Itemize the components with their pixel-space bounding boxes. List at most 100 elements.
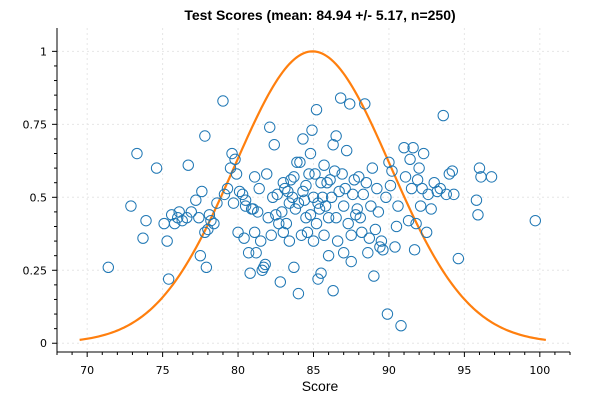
data-point	[485, 171, 498, 183]
data-point	[377, 244, 389, 256]
data-point	[342, 217, 354, 230]
data-point	[250, 247, 262, 259]
data-point	[327, 285, 339, 297]
data-point	[452, 252, 465, 265]
data-point	[303, 168, 315, 180]
data-point	[304, 147, 317, 160]
data-point	[279, 182, 291, 195]
data-point	[218, 188, 231, 201]
x-tick-label: 100	[529, 364, 550, 377]
data-point	[265, 229, 277, 241]
data-point	[297, 185, 309, 198]
data-point	[280, 217, 293, 230]
data-point	[300, 179, 312, 192]
data-point	[351, 203, 363, 215]
data-point	[340, 144, 353, 157]
data-point	[428, 177, 440, 189]
data-point	[194, 249, 207, 262]
data-point	[318, 159, 330, 171]
data-point	[420, 226, 433, 239]
data-point	[322, 249, 335, 262]
data-point	[399, 171, 412, 183]
data-point	[374, 241, 386, 253]
data-point	[312, 197, 324, 209]
data-point	[369, 223, 382, 236]
data-point	[244, 267, 256, 279]
data-point	[309, 168, 321, 180]
data-point	[330, 130, 342, 142]
data-point	[274, 276, 287, 288]
data-point	[381, 308, 394, 320]
fit-curve-layer	[79, 50, 547, 341]
data-point	[407, 141, 419, 154]
data-point	[102, 261, 115, 274]
data-point	[208, 217, 220, 230]
data-point	[470, 194, 483, 206]
data-point	[321, 177, 333, 189]
data-point	[395, 320, 407, 332]
data-point	[239, 194, 252, 206]
data-point	[205, 214, 217, 227]
data-point	[310, 104, 323, 116]
data-point	[353, 171, 365, 183]
data-point	[386, 165, 398, 177]
data-point	[238, 232, 250, 244]
data-point	[319, 200, 332, 212]
chart-title: Test Scores (mean: 84.94 +/- 5.17, n=250…	[184, 7, 455, 23]
data-point	[440, 188, 452, 201]
data-point	[325, 191, 338, 203]
y-tick-label: 0.75	[23, 118, 48, 131]
data-point	[182, 159, 194, 171]
data-point	[190, 194, 202, 206]
data-point	[313, 203, 326, 215]
data-point	[327, 139, 339, 151]
data-point	[264, 121, 276, 133]
data-point	[239, 200, 252, 212]
data-point	[286, 191, 299, 203]
data-point	[288, 171, 300, 183]
data-point	[316, 191, 329, 203]
data-point	[181, 212, 193, 224]
data-point	[389, 241, 401, 253]
data-point	[283, 197, 296, 209]
data-point	[312, 273, 324, 285]
data-point	[173, 206, 185, 218]
data-point	[248, 226, 261, 239]
data-point	[408, 244, 421, 256]
data-point	[417, 147, 430, 160]
data-point	[292, 287, 305, 300]
data-point	[307, 235, 320, 247]
data-point	[331, 235, 344, 247]
data-point	[365, 200, 377, 212]
data-point	[380, 191, 392, 203]
x-tick-label: 70	[80, 364, 94, 377]
data-point	[185, 206, 197, 218]
data-point	[448, 188, 460, 201]
x-tick-label: 75	[156, 364, 170, 377]
data-point	[472, 209, 484, 221]
data-point	[199, 130, 211, 142]
data-point	[337, 247, 350, 259]
data-point	[336, 168, 348, 180]
data-point	[333, 185, 345, 198]
data-point	[285, 174, 297, 186]
data-point	[276, 206, 288, 218]
data-point	[375, 235, 388, 247]
data-point	[372, 206, 385, 218]
y-tick-label: 0.5	[30, 191, 48, 204]
data-point	[344, 98, 356, 110]
data-point	[301, 226, 314, 239]
data-point	[242, 247, 255, 259]
data-point	[402, 214, 415, 227]
data-point	[383, 156, 395, 168]
y-tick-label: 0.25	[23, 264, 48, 277]
data-point	[322, 212, 335, 224]
data-point	[362, 247, 374, 259]
data-point	[443, 168, 455, 180]
data-point	[140, 214, 152, 227]
data-point	[251, 206, 264, 218]
data-point	[288, 261, 300, 274]
axes: 70 75 80 85 90 95 100 0 0.25 0.5 0.75 1	[23, 28, 571, 377]
data-point	[357, 188, 369, 201]
